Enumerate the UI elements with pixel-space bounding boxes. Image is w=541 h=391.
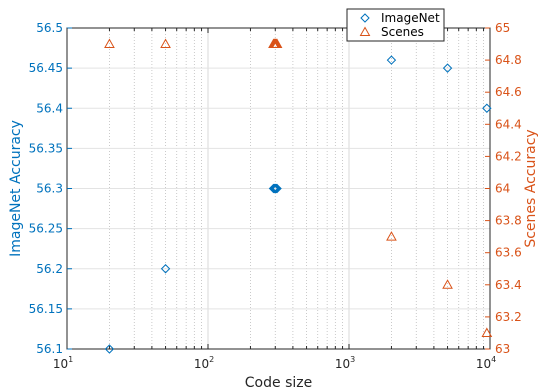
legend-marker-scenes bbox=[359, 26, 371, 36]
y-right-tick-label: 63.8 bbox=[495, 214, 522, 228]
y-left-tick-label: 56.5 bbox=[36, 21, 63, 35]
y-right-tick-label: 63.4 bbox=[495, 278, 522, 292]
y-left-tick-label: 56.4 bbox=[36, 101, 63, 115]
y-right-tick-label: 64.8 bbox=[495, 53, 522, 67]
scenes-point bbox=[104, 38, 115, 49]
y-left-tick-label: 56.3 bbox=[36, 182, 63, 196]
y-left-tick-label: 56.45 bbox=[29, 61, 63, 75]
y-left-tick-label: 56.2 bbox=[36, 262, 63, 276]
y-right-tick-label: 64.2 bbox=[495, 149, 522, 163]
imagenet-point bbox=[442, 63, 453, 73]
x-tick-label: 102 bbox=[194, 355, 214, 371]
legend-label-imagenet: ImageNet bbox=[381, 11, 440, 25]
y-right-tick-label: 64.4 bbox=[495, 117, 522, 131]
y-right-tick-label: 63.2 bbox=[495, 310, 522, 324]
legend-marker-imagenet bbox=[360, 13, 370, 23]
x-tick-label: 103 bbox=[335, 355, 355, 371]
y-axis-left-label: ImageNet Accuracy bbox=[8, 120, 24, 257]
y-axis-right-label: Scenes Accuracy bbox=[523, 129, 539, 247]
scenes-point bbox=[271, 38, 283, 49]
y-right-tick-label: 64 bbox=[495, 182, 510, 196]
x-tick-label: 104 bbox=[476, 355, 496, 371]
y-right-tick-label: 65 bbox=[495, 21, 510, 35]
scenes-point bbox=[160, 38, 171, 49]
y-left-tick-label: 56.35 bbox=[29, 141, 63, 155]
tick-marks bbox=[66, 27, 491, 350]
y-left-tick-label: 56.15 bbox=[29, 302, 63, 316]
data-markers bbox=[104, 38, 493, 354]
scenes-point bbox=[442, 279, 453, 289]
y-right-tick-label: 63.6 bbox=[495, 246, 522, 260]
x-axis-label: Code size bbox=[245, 375, 312, 391]
imagenet-point bbox=[386, 55, 397, 65]
y-right-tick-label: 64.6 bbox=[495, 85, 522, 99]
scenes-point bbox=[481, 327, 493, 337]
legend-label-scenes: Scenes bbox=[381, 25, 424, 39]
y-right-tick-label: 63 bbox=[495, 342, 510, 356]
imagenet-point bbox=[482, 103, 492, 113]
imagenet-point bbox=[272, 183, 282, 194]
imagenet-point bbox=[104, 344, 115, 354]
x-tick-label: 101 bbox=[53, 355, 73, 371]
y-left-tick-label: 56.1 bbox=[36, 342, 63, 356]
scenes-point bbox=[386, 231, 397, 241]
tick-labels: 56.1 56.15 56.2 56.25 56.3 56.35 56.4 56.45 56.5… bbox=[29, 21, 522, 371]
imagenet-point bbox=[160, 264, 171, 274]
y-left-tick-label: 56.25 bbox=[29, 222, 63, 236]
